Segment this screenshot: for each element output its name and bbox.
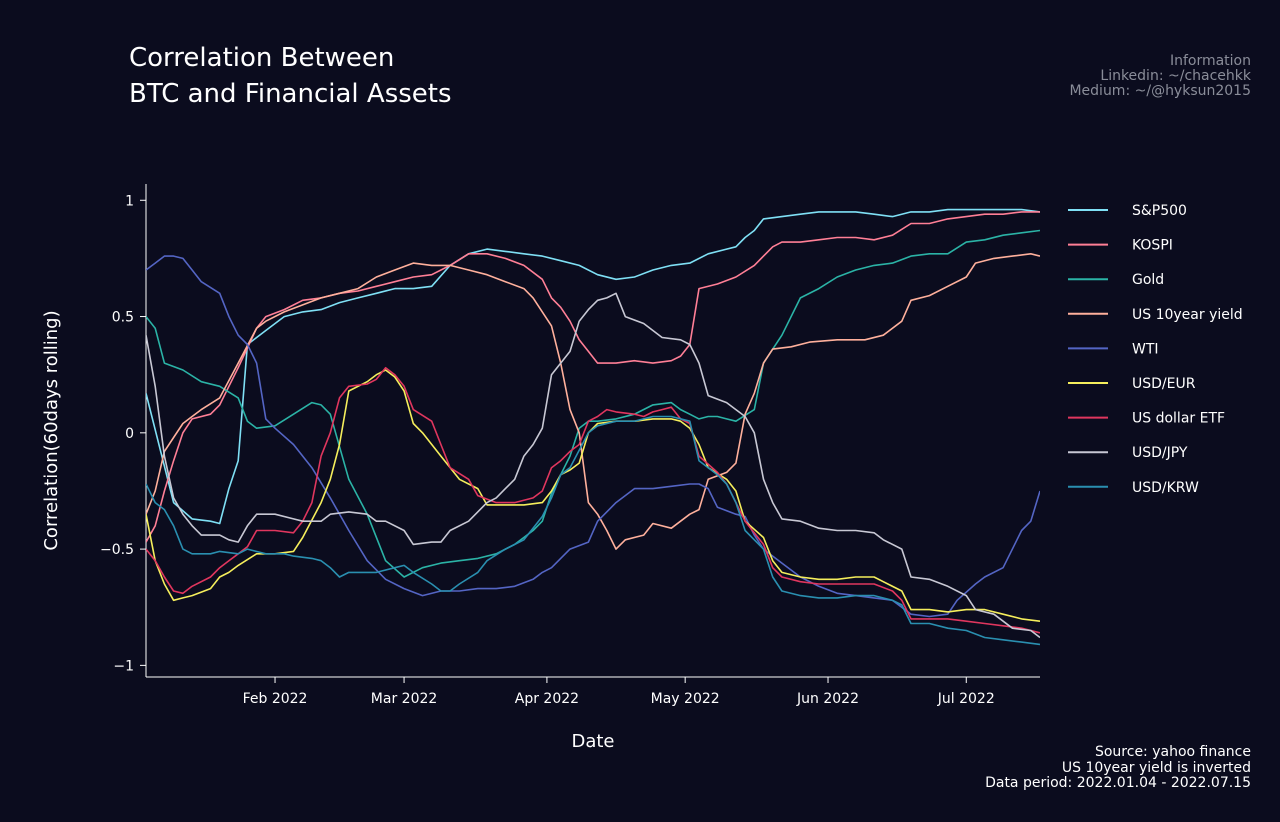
series-line-usd-eur (146, 369, 1040, 622)
legend-label-wti: WTI (1132, 341, 1159, 357)
series-line-usd-krw (146, 415, 1040, 646)
y-tick-label: −1 (113, 658, 134, 674)
chart-title-line2: BTC and Financial Assets (129, 79, 452, 109)
source-text: Source: yahoo finance (1094, 744, 1251, 760)
info-block: Information Linkedin: ~/chacehkk Medium:… (1069, 54, 1251, 99)
x-tick-label: Mar 2022 (371, 691, 438, 707)
legend-label-usd-krw: USD/KRW (1132, 480, 1199, 496)
chart-title: Correlation Between BTC and Financial As… (129, 40, 452, 112)
info-linkedin: Linkedin: ~/chacehkk (1100, 68, 1251, 84)
plot-area (146, 208, 1040, 646)
series-line-kospi (146, 211, 1040, 543)
series-line-s-p500 (146, 208, 1040, 525)
info-medium: Medium: ~/@hyksun2015 (1069, 83, 1251, 99)
y-tick-label: −0.5 (100, 542, 134, 558)
legend-label-us-dollar-etf: US dollar ETF (1132, 411, 1225, 427)
y-axis-title: Correlation(60days rolling) (41, 310, 62, 550)
source-block: Source: yahoo finance US 10year yield is… (985, 744, 1251, 792)
series-line-usd-jpy (146, 292, 1040, 639)
data-period: Data period: 2022.01.04 - 2022.07.15 (985, 775, 1251, 791)
series-line-gold (146, 229, 1040, 578)
legend: S&P500 KOSPI Gold US 10year yield WTI USD/EUR… (1068, 203, 1243, 496)
series-line-us-dollar-etf (146, 366, 1040, 634)
x-tick-label: Feb 2022 (243, 691, 308, 707)
legend-label-usd-eur: USD/EUR (1132, 376, 1196, 392)
y-tick-label: 0 (125, 426, 134, 442)
x-axis-title: Date (571, 731, 614, 752)
chart-axes: 1 0.5 0 −0.5 −1 Feb 2022 Mar 2022 Apr 2022 May 2… (41, 184, 1040, 752)
legend-label-us-10year-yield: US 10year yield (1132, 307, 1243, 323)
series-line-us-10year-yield (146, 253, 1040, 550)
y-tick-label: 0.5 (112, 310, 134, 326)
legend-label-usd-jpy: USD/JPY (1132, 445, 1188, 461)
info-heading: Information (1169, 53, 1251, 69)
legend-label-gold: Gold (1132, 272, 1164, 288)
x-tick-label: Jun 2022 (796, 691, 859, 707)
legend-label-s-p500: S&P500 (1132, 203, 1187, 219)
x-tick-label: Jul 2022 (937, 691, 995, 707)
inverted-note: US 10year yield is inverted (1061, 759, 1251, 776)
y-tick-label: 1 (125, 193, 134, 209)
legend-label-kospi: KOSPI (1132, 238, 1173, 254)
chart-title-line1: Correlation Between (129, 43, 395, 73)
x-tick-label: May 2022 (651, 691, 720, 707)
x-tick-label: Apr 2022 (515, 691, 579, 707)
